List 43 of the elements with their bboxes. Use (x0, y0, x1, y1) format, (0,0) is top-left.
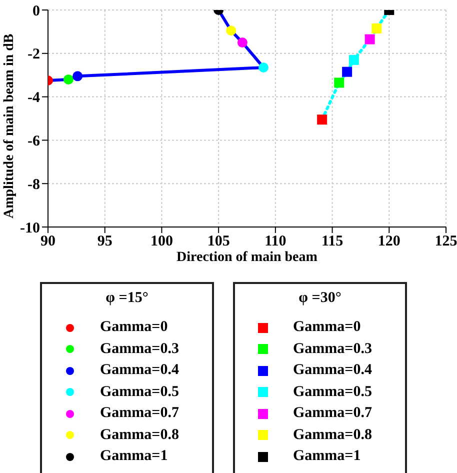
x-tick-label: 105 (207, 234, 230, 250)
point (372, 23, 382, 34)
x-tick-label: 90 (40, 234, 56, 250)
point (72, 71, 83, 82)
x-tick-label: 95 (97, 234, 112, 250)
legend-label: Gamma=0.7 (100, 405, 179, 422)
y-tick-label: -4 (28, 90, 40, 106)
text: φ =30° (298, 290, 342, 307)
y-tick-label: -6 (28, 134, 40, 150)
x-tick-label: 125 (434, 234, 457, 250)
y-tick-label: -2 (28, 46, 40, 63)
point (334, 78, 344, 88)
point (317, 114, 328, 125)
y-tick-label: -8 (28, 176, 40, 193)
legend-label: Gamma=0.4 (100, 362, 179, 380)
point (258, 62, 268, 73)
y-tick-label: 0 (32, 3, 40, 20)
legend-label: Gamma=0.8 (100, 426, 179, 444)
point (237, 38, 248, 48)
legend-label: Gamma=0 (293, 319, 361, 336)
legend-label: Gamma=0.5 (293, 384, 372, 401)
legend-label: Gamma=0.8 (293, 426, 372, 444)
point (342, 66, 352, 77)
legend-label: Gamma=0.3 (293, 340, 372, 358)
text: φ =15° (104, 290, 150, 307)
legend-label: Gamma=0.3 (100, 340, 179, 358)
legend-label: Gamma=0.7 (293, 405, 372, 422)
x-tick-label: 110 (264, 234, 286, 250)
x-tick-label: 100 (150, 234, 173, 250)
x-tick-label: 120 (378, 234, 400, 250)
legend-label: Gamma=0.4 (293, 362, 372, 380)
point (63, 74, 74, 84)
legend-label: Gamma=1 (100, 448, 168, 466)
y-tick-label: -10 (20, 220, 40, 236)
x-tick-label: 115 (321, 234, 344, 250)
point (348, 54, 359, 65)
legend-label: Gamma=1 (293, 448, 361, 466)
legend-label: Gamma=0 (100, 319, 168, 336)
legend-label: Gamma=0.5 (100, 384, 179, 401)
x-axis-title: Direction of main beam (176, 250, 318, 265)
point (226, 26, 236, 36)
point (364, 34, 375, 44)
y-axis-title: Amplitude of main beam in dB (2, 34, 17, 218)
